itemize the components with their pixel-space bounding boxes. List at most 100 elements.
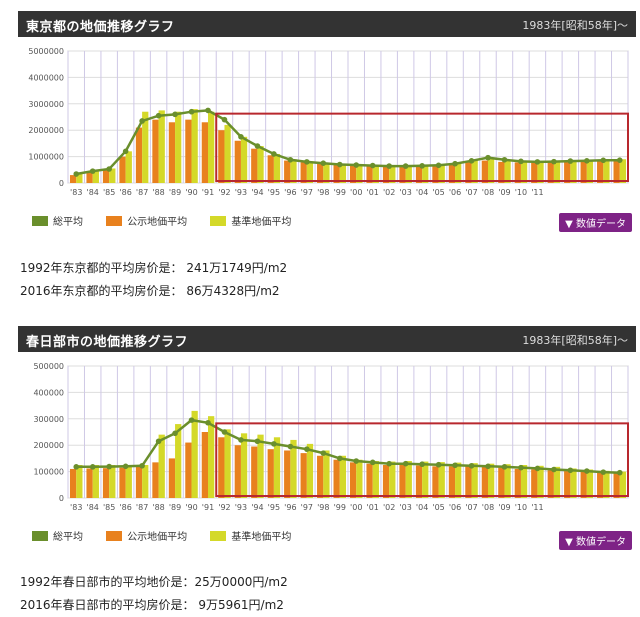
bar-kijun [142, 465, 149, 498]
bar-koji [531, 469, 538, 498]
point-total-average [73, 171, 80, 177]
point-total-average [172, 430, 178, 437]
series-line-total-average [75, 109, 620, 176]
point-total-average [205, 107, 211, 114]
x-tick-label: '03 [399, 188, 411, 197]
point-total-average [271, 441, 277, 447]
kasukabe-price-note-2016: 2016年春日部市的平均房价是： 9万5961円/m2 [20, 598, 284, 612]
bar-koji [284, 450, 291, 498]
point-total-average [567, 158, 574, 164]
series-line-total-average [76, 418, 620, 474]
bar-kijun [553, 161, 561, 183]
data-values-button[interactable]: ▼ 数値データ [559, 213, 632, 232]
bar-koji [415, 166, 423, 183]
x-tick-label: '89 [169, 188, 181, 197]
bar-koji [69, 468, 77, 498]
legend-swatch [32, 531, 48, 541]
bar-koji [580, 471, 587, 498]
y-tick-label: 400000 [33, 388, 64, 397]
bar-koji [481, 466, 488, 498]
bar-koji [432, 466, 439, 498]
bar-kijun [372, 165, 379, 183]
bar-kijun [488, 159, 495, 183]
bar-kijun [422, 461, 429, 498]
bar-kijun [208, 111, 215, 183]
point-total-average [221, 116, 228, 123]
bar-koji [168, 122, 176, 183]
bar-koji [448, 466, 456, 498]
legend-item-kijun-average: 基準地価平均 [210, 213, 291, 228]
bar-kijun [175, 111, 182, 183]
x-tick-label: '86 [119, 503, 131, 512]
bar-kijun [504, 464, 511, 498]
point-total-average [238, 134, 244, 140]
point-total-average [518, 158, 524, 165]
bar-kijun [372, 461, 379, 498]
x-tick-label: '91 [202, 188, 214, 197]
bar-kijun [224, 429, 231, 498]
bar-kijun [356, 164, 363, 183]
bar-kijun [191, 109, 198, 183]
y-tick-label: 0 [59, 494, 64, 503]
point-total-average [122, 463, 129, 470]
x-tick-label: '93 [235, 188, 247, 197]
point-total-average [139, 118, 145, 124]
x-tick-label: '90 [185, 188, 197, 197]
x-tick-label: '11 [531, 503, 543, 512]
bar-kijun [273, 437, 281, 498]
bar-kijun [76, 465, 83, 498]
bar-kijun [339, 163, 347, 183]
bar-kijun [389, 461, 396, 498]
bar-koji [613, 472, 620, 498]
x-tick-label: '87 [136, 188, 148, 197]
legend-label: 基準地価平均 [231, 532, 292, 543]
bar-koji [465, 161, 472, 183]
bar-koji [119, 467, 126, 498]
chart-header: 東京都の地価推移グラフ 1983年[昭和58年]～ [18, 11, 636, 37]
kasukabe-price-note-1992: 1992年春日部市的平均地价是：25万0000円/m2 [20, 575, 288, 589]
x-tick-label: '11 [531, 188, 543, 197]
point-total-average [254, 143, 261, 149]
point-total-average [106, 463, 112, 470]
point-total-average [419, 163, 425, 169]
bar-kijun [603, 470, 610, 498]
point-total-average [172, 111, 178, 118]
point-total-average [238, 437, 244, 443]
point-total-average [534, 159, 541, 165]
x-tick-label: '96 [284, 503, 296, 512]
tokyo-chart-panel: 東京都の地価推移グラフ 1983年[昭和58年]～ 0 1000000 200000… [18, 11, 636, 232]
x-tick-label: '00 [350, 188, 362, 197]
bar-kijun [257, 434, 264, 498]
bar-kijun [125, 465, 132, 498]
bar-koji [218, 130, 225, 183]
bar-kijun [290, 159, 297, 183]
bar-kijun [471, 463, 478, 498]
kasukabe-land-price-chart: 0 100000 200000 300000 400000 500000 '83 '84 '85… [33, 362, 629, 512]
x-tick-label: '87 [136, 503, 148, 512]
legend-swatch [210, 531, 227, 541]
legend-item-koji-average: 公示地価平均 [106, 528, 187, 543]
bar-kijun [603, 159, 610, 183]
point-total-average [271, 151, 277, 157]
bar-koji [317, 163, 324, 183]
x-tick-label: '04 [416, 188, 428, 197]
bar-kijun [158, 110, 165, 183]
x-tick-label: '95 [268, 188, 280, 197]
x-tick-label: '08 [482, 188, 494, 197]
point-total-average [616, 469, 623, 476]
bar-kijun [92, 170, 99, 183]
bar-koji [399, 166, 406, 183]
bar-koji [580, 161, 587, 183]
bar-koji [218, 437, 225, 498]
bar-koji [168, 458, 176, 498]
x-tick-label: '84 [87, 188, 99, 197]
point-total-average [89, 168, 96, 174]
point-total-average [254, 438, 261, 445]
x-tick-label: '91 [202, 503, 214, 512]
bar-koji [349, 165, 357, 183]
chart-header: 春日部市の地価推移グラフ 1983年[昭和58年]～ [18, 326, 636, 352]
y-tick-label: 200000 [33, 441, 64, 450]
data-values-button[interactable]: ▼ 数値データ [559, 531, 632, 550]
x-tick-label: '05 [432, 503, 444, 512]
bar-kijun [76, 173, 83, 183]
